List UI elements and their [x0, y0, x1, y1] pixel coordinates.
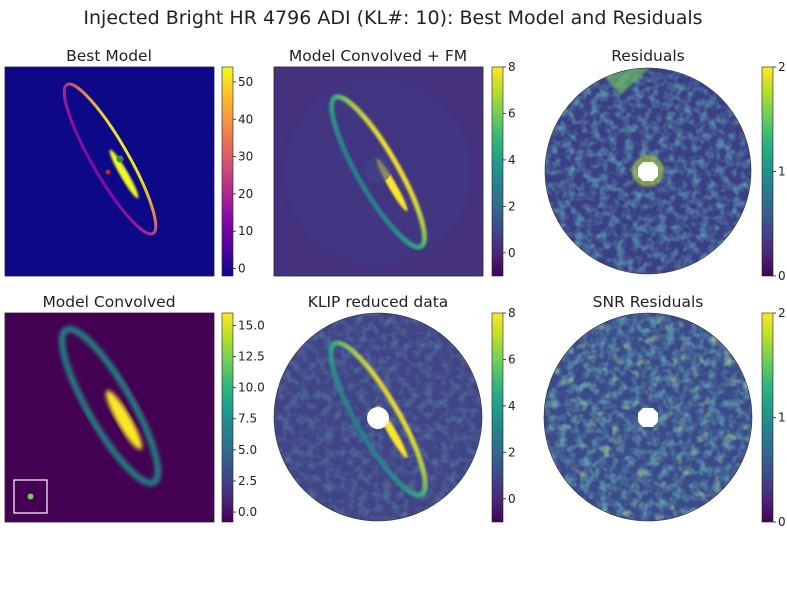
colorbar-tick-label: 8 — [508, 60, 516, 74]
frame-model-convolved — [4, 312, 215, 523]
colorbar-model-convolved: 0.0 2.5 5.0 7.5 10.0 12.5 15.0 — [221, 312, 265, 523]
colorbar-snr-residuals: 0 1 2 — [761, 306, 786, 529]
disk-ring — [62, 82, 158, 236]
colorbar-tick-label: 12.5 — [238, 350, 265, 364]
center-mask — [638, 162, 658, 181]
panel-title-residuals: Residuals — [611, 47, 685, 65]
colorbar-ticks: 0 10 20 30 40 50 — [233, 75, 253, 276]
colorbar-tick-label: 0.0 — [238, 505, 257, 519]
colorbar-tick-label: 2.5 — [238, 474, 257, 488]
colorbar-ticks: 0 2 4 6 8 — [503, 306, 516, 506]
frame-residuals — [544, 67, 752, 275]
colorbar-bar — [221, 66, 234, 277]
panel-title-model-convolved: Model Convolved — [42, 293, 175, 311]
colorbar-best-model: 0 10 20 30 40 50 — [221, 66, 253, 277]
colorbar-residuals: 0 1 2 — [761, 60, 786, 283]
colorbar-ticks: 0 1 2 — [773, 60, 786, 283]
colorbar-tick-label: 0 — [778, 515, 786, 529]
colorbar-tick-label: 2 — [508, 445, 516, 459]
panel-residuals: Residuals — [544, 47, 752, 275]
panel-title-snr-residuals: SNR Residuals — [593, 293, 704, 311]
colorbar-tick-label: 15.0 — [238, 318, 265, 332]
center-mask — [638, 408, 658, 427]
image-model-convolved — [5, 313, 214, 522]
disk-center-marker — [116, 155, 124, 163]
colorbar-bar — [221, 312, 234, 523]
colorbar-model-convolved-fm: 0 2 4 6 8 — [491, 60, 516, 277]
colorbar-tick-label: 6 — [508, 106, 516, 120]
colorbar-ticks: 0 2 4 6 8 — [503, 60, 516, 260]
panel-title-klip-reduced: KLIP reduced data — [308, 293, 449, 311]
colorbar-tick-label: 1 — [778, 411, 786, 425]
colorbar-tick-label: 4 — [508, 153, 516, 167]
colorbar-tick-label: 0 — [238, 262, 246, 276]
colorbar-tick-label: 0 — [778, 269, 786, 283]
fm-center — [365, 157, 391, 183]
colorbar-tick-label: 6 — [508, 352, 516, 366]
colorbar-ticks: 0 1 2 — [773, 306, 786, 529]
panel-snr-residuals: SNR Residuals — [543, 293, 753, 522]
klip-disk-ring — [328, 340, 428, 498]
center-mask — [367, 407, 389, 429]
figure-title: Injected Bright HR 4796 ADI (KL#: 10): B… — [83, 7, 702, 29]
disk-bright-arc — [109, 149, 139, 199]
colorbar-bar — [761, 312, 774, 523]
colorbar-tick-label: 5.0 — [238, 443, 257, 457]
colorbar-tick-label: 50 — [238, 75, 253, 89]
psf-inset-spot — [27, 493, 34, 500]
fm-disk-ring — [329, 94, 427, 250]
colorbar-tick-label: 4 — [508, 399, 516, 413]
psf-inset-box — [13, 479, 48, 514]
colorbar-tick-label: 1 — [778, 165, 786, 179]
colorbar-klip-reduced: 0 2 4 6 8 — [491, 306, 516, 523]
residual-edge-feature — [600, 68, 650, 95]
panel-model-convolved: Model Convolved — [4, 293, 215, 523]
colorbar-bar — [491, 66, 504, 277]
frame-model-convolved-fm — [273, 66, 484, 277]
colorbar-tick-label: 2 — [778, 306, 786, 320]
colorbar-tick-label: 8 — [508, 306, 516, 320]
panel-title-best-model: Best Model — [66, 47, 152, 65]
colorbar-tick-label: 7.5 — [238, 412, 257, 426]
colorbar-tick-label: 2 — [778, 60, 786, 74]
convolved-bright-arc — [105, 390, 143, 450]
colorbar-tick-label: 10 — [238, 224, 253, 238]
frame-snr-residuals — [543, 312, 753, 522]
panel-title-model-convolved-fm: Model Convolved + FM — [289, 47, 467, 65]
panel-klip-reduced: KLIP reduced data — [273, 293, 483, 522]
panel-best-model: Best Model — [4, 47, 215, 277]
colorbar-tick-label: 0 — [508, 492, 516, 506]
colorbar-tick-label: 40 — [238, 112, 253, 126]
colorbar-tick-label: 20 — [238, 187, 253, 201]
colorbar-tick-label: 0 — [508, 246, 516, 260]
colorbar-bar — [761, 66, 774, 277]
colorbar-tick-label: 30 — [238, 150, 253, 164]
frame-best-model — [4, 66, 215, 277]
star-center-marker — [105, 169, 111, 175]
convolved-disk-ring — [59, 326, 161, 486]
colorbar-ticks: 0.0 2.5 5.0 7.5 10.0 12.5 15.0 — [233, 318, 265, 519]
colorbar-tick-label: 2 — [508, 199, 516, 213]
panel-model-convolved-fm: Model Convolved + FM — [273, 47, 484, 277]
colorbar-bar — [491, 312, 504, 523]
colorbar-tick-label: 10.0 — [238, 381, 265, 395]
frame-klip-reduced — [273, 312, 483, 522]
